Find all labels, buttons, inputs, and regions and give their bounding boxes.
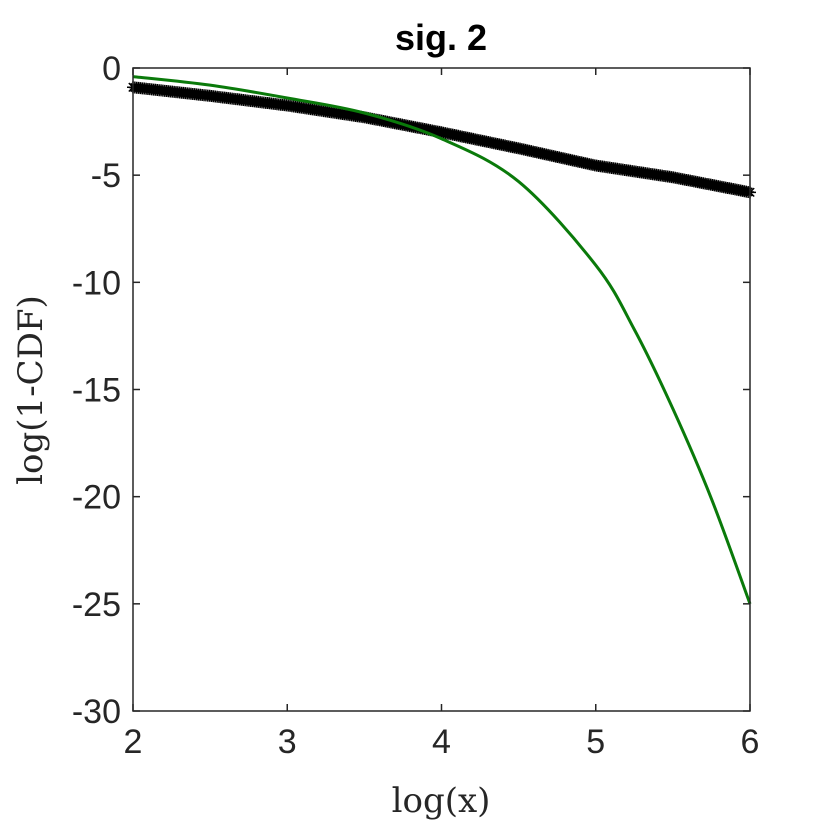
chart-title: sig. 2 bbox=[395, 17, 487, 58]
y-tick-label: 0 bbox=[102, 50, 121, 88]
x-tick-label: 6 bbox=[741, 723, 760, 761]
x-tick-label: 5 bbox=[586, 723, 605, 761]
y-axis-label: log(1-CDF) bbox=[11, 295, 51, 485]
axes-box bbox=[132, 67, 751, 712]
fitted-curve-line bbox=[132, 75, 752, 605]
x-tick-label: 3 bbox=[278, 723, 297, 761]
axis-ticks: 2 3 4 5 6 0 -5 -10 -15 -20 -25 -30 bbox=[72, 50, 760, 761]
plot-area bbox=[127, 75, 756, 605]
y-tick-label: -5 bbox=[91, 157, 121, 195]
y-tick-label: -25 bbox=[72, 586, 121, 624]
y-tick-label: -15 bbox=[72, 372, 121, 410]
empirical-series bbox=[127, 81, 756, 199]
x-tick-label: 4 bbox=[432, 723, 451, 761]
y-tick-label: -30 bbox=[72, 693, 121, 731]
x-axis-label: log(x) bbox=[392, 781, 491, 821]
y-tick-label: -10 bbox=[72, 264, 121, 302]
y-tick-label: -20 bbox=[72, 479, 121, 517]
x-tick-label: 2 bbox=[124, 723, 143, 761]
